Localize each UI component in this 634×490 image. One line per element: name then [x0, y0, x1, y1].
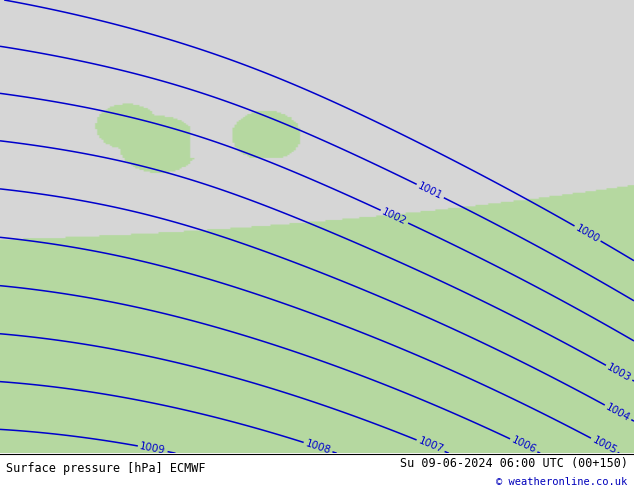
- Text: 1004: 1004: [604, 402, 632, 423]
- Text: © weatheronline.co.uk: © weatheronline.co.uk: [496, 477, 628, 487]
- Text: 1001: 1001: [417, 181, 444, 201]
- Text: 1007: 1007: [417, 436, 444, 455]
- Text: Su 09-06-2024 06:00 UTC (00+150): Su 09-06-2024 06:00 UTC (00+150): [399, 457, 628, 470]
- Text: 1002: 1002: [380, 207, 408, 227]
- Text: 1006: 1006: [510, 435, 538, 456]
- Text: Surface pressure [hPa] ECMWF: Surface pressure [hPa] ECMWF: [6, 462, 206, 475]
- Text: 1005: 1005: [590, 435, 618, 456]
- Text: 1003: 1003: [605, 362, 633, 384]
- Text: 1000: 1000: [574, 222, 602, 245]
- Text: 1008: 1008: [304, 438, 332, 456]
- Text: 1009: 1009: [139, 441, 167, 456]
